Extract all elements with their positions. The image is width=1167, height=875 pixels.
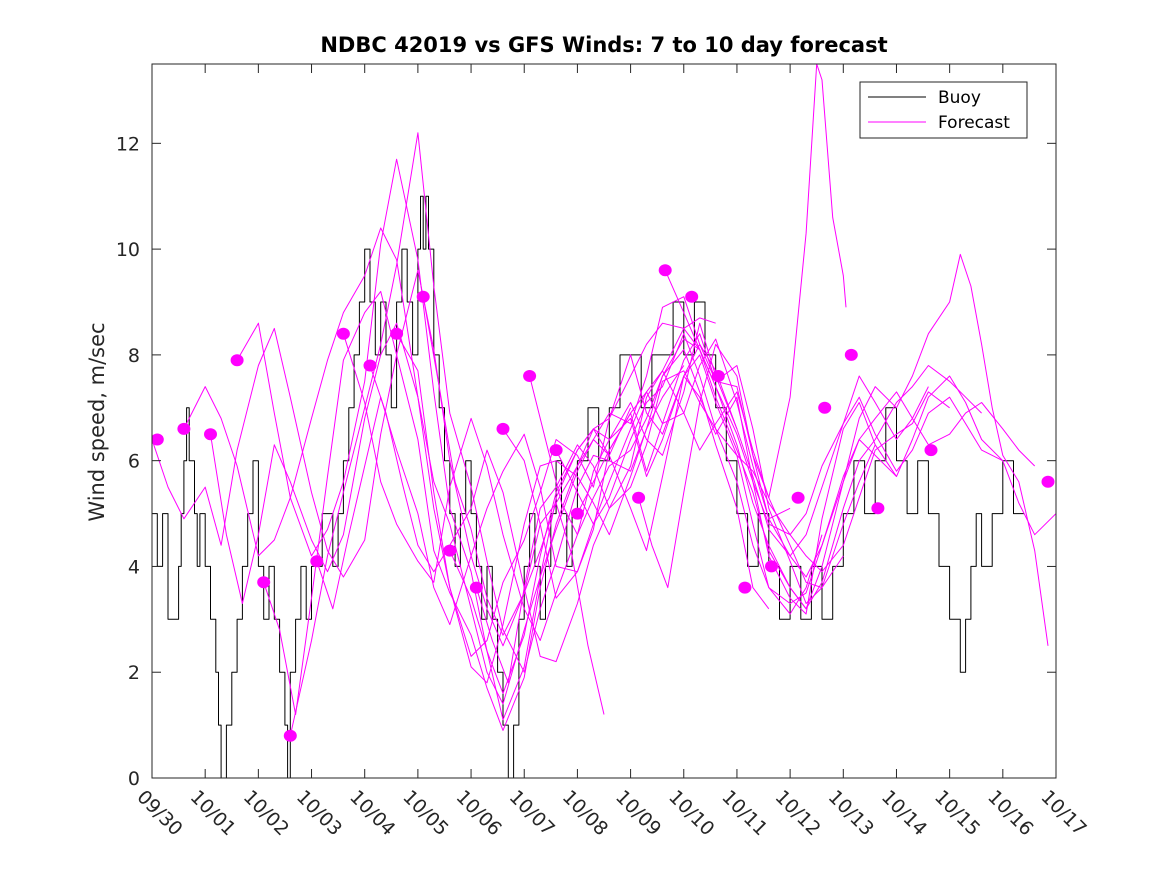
forecast-start-marker bbox=[257, 576, 271, 589]
chart-title: NDBC 42019 vs GFS Winds: 7 to 10 day for… bbox=[320, 33, 887, 57]
legend: Buoy Forecast bbox=[859, 81, 1028, 139]
forecast-series-line-8 bbox=[342, 333, 823, 641]
y-tick-label: 2 bbox=[128, 662, 140, 684]
y-axis-label: Wind speed, m/sec bbox=[85, 322, 109, 521]
forecast-series-line-14 bbox=[502, 327, 982, 610]
forecast-start-marker bbox=[549, 444, 563, 457]
x-tick-label: 10/07 bbox=[505, 786, 559, 840]
x-tick-label: 10/11 bbox=[717, 786, 771, 840]
forecast-start-marker bbox=[283, 729, 297, 742]
forecast-start-marker bbox=[1041, 475, 1055, 488]
forecast-start-marker bbox=[204, 428, 217, 441]
x-tick-label: 10/10 bbox=[664, 786, 718, 840]
x-tick-label: 10/17 bbox=[1036, 786, 1090, 840]
x-tick-label: 10/13 bbox=[824, 786, 878, 840]
forecast-series-line-2 bbox=[183, 227, 632, 705]
forecast-start-marker bbox=[177, 422, 191, 435]
forecast-start-marker bbox=[152, 433, 164, 446]
forecast-start-marker bbox=[924, 444, 938, 457]
x-tick-label: 10/03 bbox=[292, 786, 346, 840]
forecast-start-marker bbox=[336, 327, 350, 340]
forecast-start-marker bbox=[390, 327, 404, 340]
x-tick-label: 10/01 bbox=[186, 786, 240, 840]
y-tick-label: 6 bbox=[128, 451, 140, 473]
forecast-start-marker bbox=[496, 422, 510, 435]
forecast-series-line-9 bbox=[369, 365, 844, 663]
forecast-start-marker bbox=[844, 348, 858, 361]
forecast-start-marker bbox=[685, 290, 699, 303]
x-tick-label: 10/05 bbox=[398, 786, 452, 840]
forecast-start-marker bbox=[658, 264, 672, 277]
forecast-series-line-17 bbox=[576, 338, 1056, 578]
legend-buoy-label: Buoy bbox=[938, 88, 981, 108]
legend-box bbox=[859, 81, 1028, 139]
y-tick-label: 4 bbox=[128, 556, 140, 578]
legend-forecast-label: Forecast bbox=[938, 113, 1010, 133]
forecast-series-line-6 bbox=[289, 132, 770, 736]
y-tick-label: 10 bbox=[116, 239, 140, 261]
forecast-start-marker bbox=[523, 370, 537, 382]
forecast-series-line-19 bbox=[664, 253, 1049, 646]
x-tick-label: 10/04 bbox=[345, 786, 399, 840]
x-tick-label: 10/08 bbox=[558, 786, 612, 840]
forecast-start-marker bbox=[230, 354, 244, 367]
forecast-start-marker bbox=[871, 502, 885, 515]
plot-data-layer bbox=[152, 64, 1056, 778]
forecast-series-line-12 bbox=[449, 322, 929, 694]
forecast-series-line-5 bbox=[263, 290, 738, 731]
y-tick-label: 12 bbox=[116, 133, 140, 155]
x-tick-label: 10/14 bbox=[877, 786, 931, 840]
forecast-series-line-18 bbox=[638, 64, 847, 589]
forecast-start-marker bbox=[791, 491, 805, 504]
forecast-series-line-4 bbox=[236, 158, 716, 721]
forecast-start-marker bbox=[632, 491, 646, 504]
forecast-start-marker bbox=[711, 370, 725, 382]
forecast-series-line-13 bbox=[475, 370, 950, 684]
series-layer bbox=[152, 64, 1056, 778]
x-tick-label: 10/16 bbox=[983, 786, 1037, 840]
forecast-series-line-3 bbox=[210, 322, 685, 684]
forecast-start-marker bbox=[570, 507, 584, 520]
forecast-start-marker bbox=[443, 544, 457, 557]
forecast-start-marker bbox=[363, 359, 377, 372]
forecast-start-marker bbox=[416, 290, 430, 303]
forecast-series-line-1 bbox=[152, 269, 605, 715]
y-tick-label: 8 bbox=[128, 345, 140, 367]
x-tick-label: 10/09 bbox=[611, 786, 665, 840]
forecast-start-marker bbox=[738, 581, 752, 594]
forecast-start-marker bbox=[310, 555, 324, 568]
x-tick-label: 10/06 bbox=[452, 786, 506, 840]
forecast-series-line-11 bbox=[422, 296, 897, 636]
forecast-start-marker bbox=[469, 581, 483, 594]
x-tick-label: 10/02 bbox=[239, 786, 293, 840]
forecast-start-marker bbox=[765, 560, 778, 573]
plot-frame bbox=[151, 63, 1057, 779]
forecast-series-line-10 bbox=[396, 333, 876, 657]
x-tick-label: 10/12 bbox=[771, 786, 825, 840]
x-tick-label: 10/15 bbox=[930, 786, 984, 840]
y-tick-label: 0 bbox=[128, 768, 140, 790]
x-tick-label: 09/30 bbox=[132, 786, 186, 840]
forecast-start-marker bbox=[818, 401, 832, 414]
